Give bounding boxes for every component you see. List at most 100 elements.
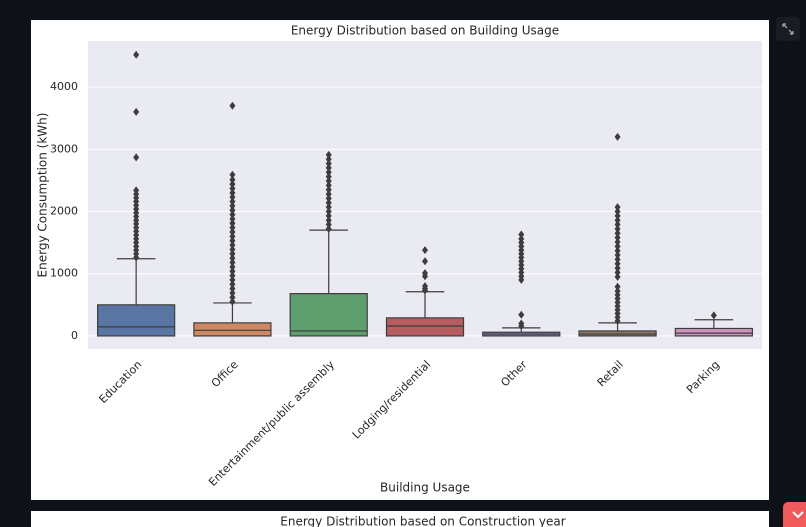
outlier	[325, 159, 332, 168]
outlier	[229, 193, 236, 202]
y-tick-label: 2000	[50, 204, 78, 217]
outlier	[229, 271, 236, 280]
outlier	[229, 197, 236, 206]
box	[193, 322, 272, 337]
outlier	[229, 180, 236, 189]
outlier	[229, 258, 236, 267]
y-tick-label: 1000	[50, 267, 78, 280]
box	[674, 327, 753, 337]
box	[97, 304, 176, 337]
outlier	[518, 310, 525, 319]
outlier	[614, 268, 621, 277]
outlier	[229, 232, 236, 241]
outlier	[614, 246, 621, 255]
outlier	[614, 229, 621, 238]
box	[578, 330, 657, 337]
outlier	[614, 224, 621, 233]
outlier	[325, 163, 332, 172]
fullscreen-icon	[782, 23, 794, 35]
outlier	[229, 101, 236, 110]
outlier	[229, 228, 236, 237]
y-tick-label: 0	[71, 329, 78, 342]
next-figure-background	[31, 511, 769, 527]
outlier	[229, 284, 236, 293]
outlier	[518, 319, 525, 328]
y-axis-label: Energy Consumption (kWh)	[36, 113, 50, 278]
next-chart-title: Energy Distribution based on Constructio…	[280, 515, 566, 527]
outlier	[614, 203, 621, 212]
outlier	[325, 224, 332, 233]
outlier	[325, 207, 332, 216]
outlier	[614, 132, 621, 141]
outlier	[133, 153, 140, 162]
outlier	[518, 230, 525, 239]
outlier	[422, 246, 428, 255]
outlier	[422, 269, 428, 278]
outlier	[229, 262, 236, 271]
y-tick-label: 4000	[50, 80, 78, 93]
fullscreen-button-bg[interactable]	[776, 17, 800, 41]
outlier	[325, 172, 332, 181]
x-axis-label: Building Usage	[380, 481, 470, 495]
outlier	[229, 170, 236, 179]
outlier	[614, 237, 621, 246]
boxes	[97, 50, 753, 337]
outlier	[229, 210, 236, 219]
outlier	[229, 175, 236, 184]
outlier	[325, 194, 332, 203]
outlier	[229, 280, 236, 289]
outlier	[229, 219, 236, 228]
outlier	[325, 168, 332, 177]
fullscreen-button[interactable]	[776, 17, 800, 41]
outlier	[229, 236, 236, 245]
outlier	[422, 282, 428, 291]
status-button[interactable]	[783, 502, 806, 527]
outlier	[614, 282, 621, 291]
outlier	[325, 150, 332, 159]
outlier	[229, 293, 236, 302]
box	[289, 293, 368, 337]
outlier	[614, 220, 621, 229]
outlier	[229, 206, 236, 215]
outlier	[325, 190, 332, 199]
outlier	[229, 223, 236, 232]
outlier	[229, 289, 236, 297]
outlier	[133, 50, 140, 59]
outlier	[229, 254, 236, 263]
outlier	[614, 211, 621, 220]
outlier	[229, 241, 236, 250]
outlier	[325, 203, 332, 212]
outlier	[325, 177, 332, 185]
outlier	[229, 275, 236, 284]
outlier	[614, 287, 621, 296]
outlier	[614, 251, 621, 260]
chart-title: Energy Distribution based on Building Us…	[291, 24, 559, 38]
outlier	[325, 211, 332, 220]
outlier	[614, 207, 621, 216]
outlier	[133, 107, 140, 116]
outlier	[325, 198, 332, 207]
outlier	[614, 216, 621, 225]
outlier	[229, 201, 236, 210]
outlier	[229, 245, 236, 254]
outlier	[325, 216, 332, 225]
outlier	[229, 267, 236, 276]
outlier	[325, 181, 332, 190]
outlier	[614, 264, 621, 273]
outlier	[614, 242, 621, 251]
outlier	[325, 220, 332, 229]
outlier	[133, 186, 140, 195]
outlier	[325, 155, 332, 164]
outlier	[518, 234, 525, 243]
outlier	[229, 188, 236, 197]
outlier	[614, 272, 621, 281]
outlier	[710, 311, 717, 320]
outlier	[229, 297, 236, 306]
box	[385, 317, 465, 337]
status-icon	[792, 511, 804, 519]
outlier	[229, 214, 236, 223]
y-tick-label: 3000	[50, 142, 78, 155]
outlier	[325, 185, 332, 194]
